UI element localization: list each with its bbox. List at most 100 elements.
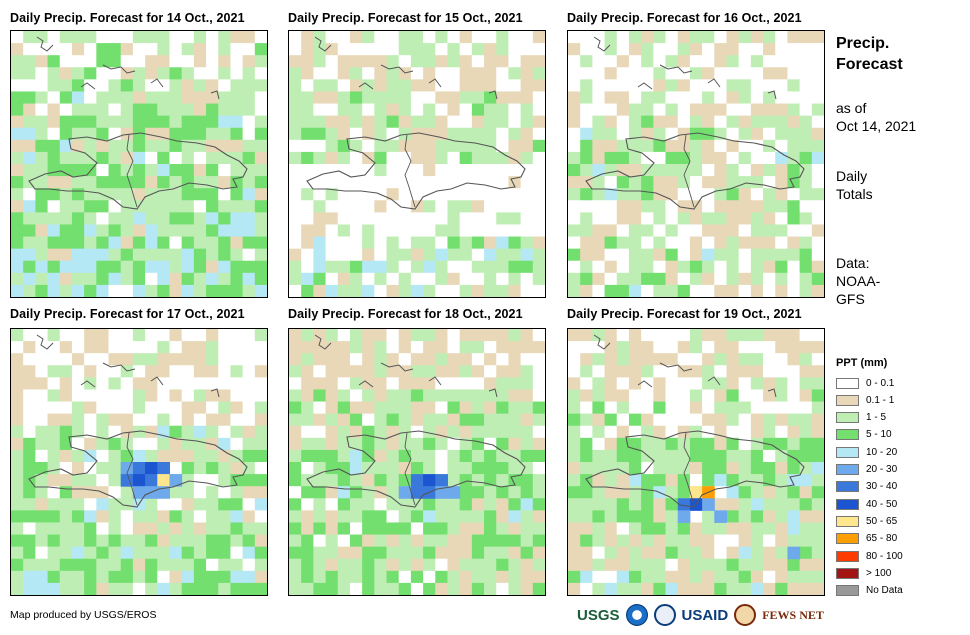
precip-cell <box>337 546 351 560</box>
precip-cell <box>496 224 509 238</box>
precip-cell <box>23 139 36 153</box>
precip-cell <box>23 188 36 201</box>
precip-cell <box>349 329 363 342</box>
precip-cell <box>532 164 545 177</box>
precip-cell <box>459 474 473 487</box>
precip-cell <box>616 377 630 390</box>
precip-cell <box>301 582 314 595</box>
precip-cell <box>423 43 436 56</box>
precip-cell <box>313 486 327 499</box>
precip-cell <box>254 79 267 92</box>
precip-cell <box>325 31 339 44</box>
precip-cell <box>471 341 485 354</box>
precip-cell <box>604 377 618 390</box>
precip-cell <box>145 498 158 511</box>
precip-hotspot-cell <box>132 462 146 475</box>
precip-cell <box>689 248 703 262</box>
precip-cell <box>374 582 388 595</box>
precip-hotspot-cell <box>787 546 801 560</box>
legend-item: 30 - 40 <box>836 480 897 494</box>
precip-cell <box>750 67 764 80</box>
precip-cell <box>471 139 485 153</box>
precip-cell <box>23 212 36 225</box>
precip-cell <box>799 67 813 80</box>
precip-cell <box>35 212 49 225</box>
precip-cell <box>337 31 351 44</box>
precip-cell <box>726 224 740 238</box>
precip-cell <box>447 212 461 225</box>
precip-cell <box>362 67 375 80</box>
precip-cell <box>447 329 461 342</box>
precip-cell <box>689 115 703 129</box>
precip-cell <box>604 55 618 68</box>
precip-cell <box>604 176 618 189</box>
precip-cell <box>206 67 219 80</box>
precip-cell <box>96 103 110 117</box>
precip-cell <box>193 341 207 354</box>
precip-cell <box>47 79 61 92</box>
precip-cell <box>653 115 667 129</box>
precip-cell <box>604 115 618 129</box>
precip-cell <box>508 582 522 595</box>
precip-cell <box>726 425 740 439</box>
precip-cell <box>120 260 134 274</box>
precip-cell <box>386 341 400 354</box>
precip-cell <box>301 67 314 80</box>
precip-cell <box>763 224 776 238</box>
precip-cell <box>410 272 424 286</box>
legend-item: 20 - 30 <box>836 463 897 477</box>
precip-cell <box>811 139 824 153</box>
precip-cell <box>374 462 388 475</box>
precip-cell <box>628 582 642 595</box>
precip-cell <box>484 200 497 213</box>
precip-cell <box>641 510 654 523</box>
precip-cell <box>84 534 97 548</box>
precip-cell <box>714 449 727 463</box>
precip-cell <box>616 224 630 238</box>
precip-cell <box>230 43 244 56</box>
precip-cell <box>702 91 715 105</box>
precip-cell <box>349 462 363 475</box>
precip-cell <box>47 522 61 536</box>
precip-cell <box>362 103 375 117</box>
precip-cell <box>520 248 534 262</box>
precip-cell <box>665 558 679 572</box>
precip-cell <box>702 425 715 439</box>
precip-cell <box>665 188 679 201</box>
precip-cell <box>811 365 824 378</box>
precip-cell <box>169 55 183 68</box>
precip-cell <box>206 272 219 286</box>
precip-cell <box>532 115 545 129</box>
precip-cell <box>799 115 813 129</box>
precip-cell <box>435 212 448 225</box>
precip-cell <box>665 176 679 189</box>
precip-cell <box>301 486 314 499</box>
precip-cell <box>689 139 703 153</box>
precip-cell <box>35 425 49 439</box>
precip-cell <box>592 67 606 80</box>
precip-cell <box>459 272 473 286</box>
precip-cell <box>145 103 158 117</box>
precip-cell <box>592 272 606 286</box>
precip-cell <box>108 188 122 201</box>
precip-cell <box>289 365 302 378</box>
precip-cell <box>496 200 509 213</box>
precip-cell <box>520 55 534 68</box>
precip-cell <box>568 510 581 523</box>
precip-cell <box>641 224 654 238</box>
precip-cell <box>665 570 679 584</box>
precip-cell <box>132 260 146 274</box>
legend-swatch <box>836 481 859 493</box>
precip-cell <box>775 341 788 354</box>
precip-cell <box>313 284 327 297</box>
precip-cell <box>108 260 122 274</box>
precip-cell <box>181 272 195 286</box>
precip-cell <box>289 67 302 80</box>
precip-cell <box>714 272 727 286</box>
precip-cell <box>738 272 752 286</box>
precip-cell <box>398 510 412 523</box>
precip-cell <box>532 139 545 153</box>
precip-cell <box>702 389 715 403</box>
precip-cell <box>96 284 110 297</box>
precip-cell <box>301 127 314 141</box>
